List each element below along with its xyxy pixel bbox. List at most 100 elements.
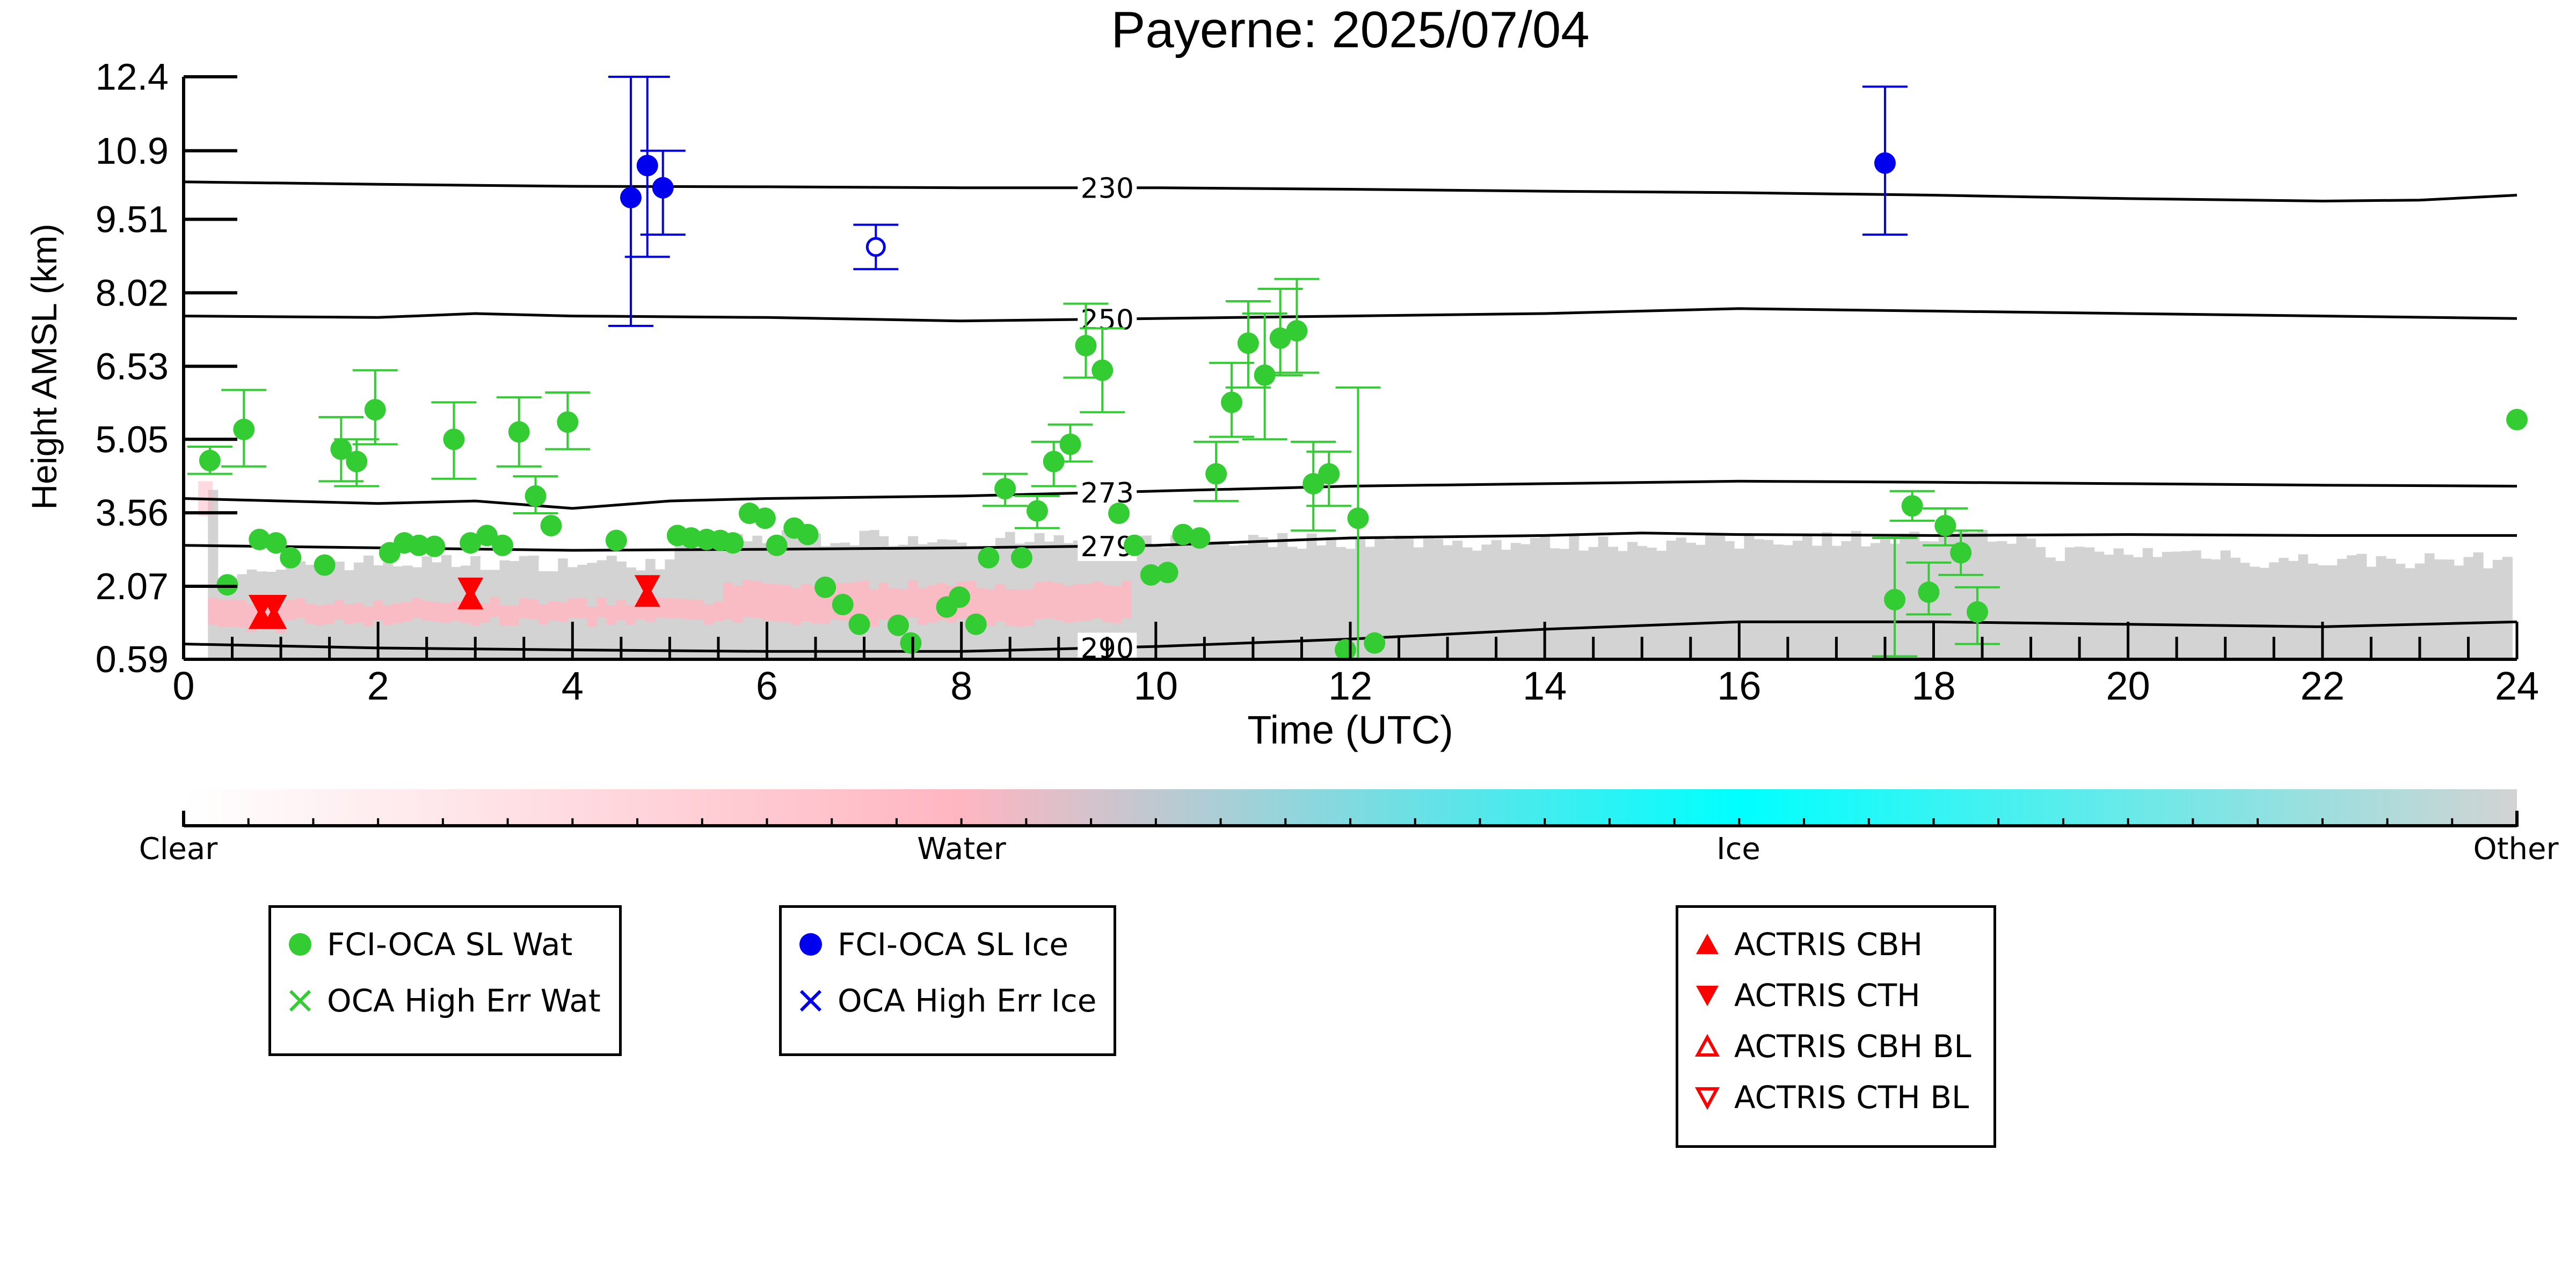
chart-title: Payerne: 2025/07/04: [1111, 1, 1589, 59]
curtain-column: [1607, 547, 1618, 659]
y-tick-label: 0.59: [96, 638, 169, 680]
curtain-water: [878, 583, 889, 620]
curtain-column: [1569, 535, 1580, 659]
data-point: [330, 438, 352, 460]
curtain-gap: [2308, 551, 2318, 564]
curtain-column: [1734, 548, 1745, 659]
curtain-water: [499, 605, 510, 625]
isotherm-label-bg: [1078, 172, 1137, 203]
curtain-column: [1287, 547, 1298, 659]
green-x-icon: [289, 989, 311, 1012]
curtain-column: [1413, 547, 1424, 659]
curtain-water: [528, 599, 539, 620]
curtain-water: [363, 606, 374, 627]
curtain-gap: [1627, 529, 1638, 542]
data-point: [233, 418, 255, 440]
curtain-column: [1831, 545, 1842, 659]
curtain-column: [2239, 563, 2251, 659]
x-tick-label: 8: [950, 664, 972, 708]
curtain-column: [1316, 545, 1327, 659]
data-point: [261, 595, 287, 619]
isotherm-label-bg: [1078, 477, 1137, 508]
curtain-gap: [908, 523, 918, 536]
curtain-column: [1141, 535, 1152, 659]
curtain-gap: [2250, 554, 2260, 567]
curtain-column: [2444, 559, 2455, 659]
curtain-column: [1656, 550, 1667, 659]
curtain-column: [2201, 558, 2211, 659]
curtain-column: [2424, 553, 2435, 659]
curtain-water: [625, 605, 637, 625]
curtain-column: [1199, 539, 1210, 659]
curtain-gap: [1607, 534, 1618, 547]
curtain-water: [1024, 588, 1035, 626]
y-tick-label: 12.4: [96, 56, 169, 98]
curtain-gap: [353, 550, 364, 563]
curtain-water: [217, 600, 228, 627]
legend-label: ACTRIS CTH BL: [1734, 1079, 1969, 1116]
isotherm-279: [183, 532, 2517, 552]
curtain-column: [2142, 548, 2153, 659]
curtain-water: [684, 599, 695, 620]
curtain-water: [849, 582, 860, 620]
curtain-water: [966, 580, 977, 618]
curtain-column: [1248, 535, 1258, 659]
curtain-column: [1481, 544, 1492, 659]
data-point: [887, 614, 909, 636]
legend-label: ACTRIS CBH BL: [1734, 1028, 1971, 1065]
data-point: [1189, 527, 1211, 549]
curtain-column: [1744, 534, 1755, 659]
data-point: [1302, 472, 1325, 494]
curtain-gap: [480, 557, 490, 570]
data-point: [457, 577, 484, 601]
data-point: [346, 450, 368, 472]
curtain-water: [927, 585, 938, 622]
data-point: [508, 421, 530, 443]
curtain-column: [1578, 550, 1589, 659]
curtain-water: [490, 597, 500, 617]
legend-water: FCI-OCA SL Wat OCA High Err Wat: [268, 905, 622, 1056]
curtain-column: [2075, 547, 2085, 659]
curtain-column: [2502, 557, 2513, 659]
curtain-gap: [1578, 538, 1589, 551]
x-tick-label: 4: [562, 664, 584, 708]
legend-actris: ACTRIS CBH ACTRIS CTH ACTRIS CBH BL ACTR…: [1676, 905, 1996, 1148]
data-point: [1901, 495, 1923, 517]
curtain-water: [596, 598, 607, 618]
curtain-column: [1987, 541, 1998, 659]
curtain-water: [674, 598, 685, 618]
curtain-gap: [2434, 547, 2444, 559]
curtain-gap: [1141, 523, 1151, 536]
colorbar-label-clear: Clear: [139, 832, 218, 867]
curtain-gap: [655, 557, 665, 570]
curtain-water: [587, 607, 598, 627]
curtain-water: [606, 605, 617, 625]
curtain-column: [1462, 547, 1473, 659]
curtain-water: [1034, 582, 1045, 620]
curtain-column: [1345, 549, 1356, 659]
curtain-column: [2191, 550, 2202, 659]
colorbar-ticks: [182, 811, 2519, 827]
data-point: [1156, 562, 1178, 584]
y-axis-label: Height AMSL (km): [24, 223, 64, 510]
curtain-column: [2123, 555, 2134, 659]
curtain-column: [2084, 547, 2095, 659]
curtain-gap: [1423, 526, 1433, 539]
curtain-column: [2376, 556, 2386, 659]
curtain-column: [2230, 557, 2240, 659]
colorbar-label-other: Other: [2473, 832, 2559, 867]
curtain-water: [791, 588, 802, 625]
data-point: [199, 449, 221, 471]
data-point: [754, 507, 776, 529]
curtain-water: [752, 581, 763, 618]
curtain-water: [383, 605, 394, 625]
curtain-gap: [645, 547, 656, 559]
curtain-gap: [1559, 536, 1569, 549]
curtain-water: [548, 601, 559, 621]
curtain-column: [1967, 532, 1978, 659]
data-point: [1318, 463, 1340, 485]
x-tick-label: 2: [367, 664, 389, 708]
curtain-column: [2094, 551, 2105, 659]
curtain-column: [1238, 545, 1249, 659]
